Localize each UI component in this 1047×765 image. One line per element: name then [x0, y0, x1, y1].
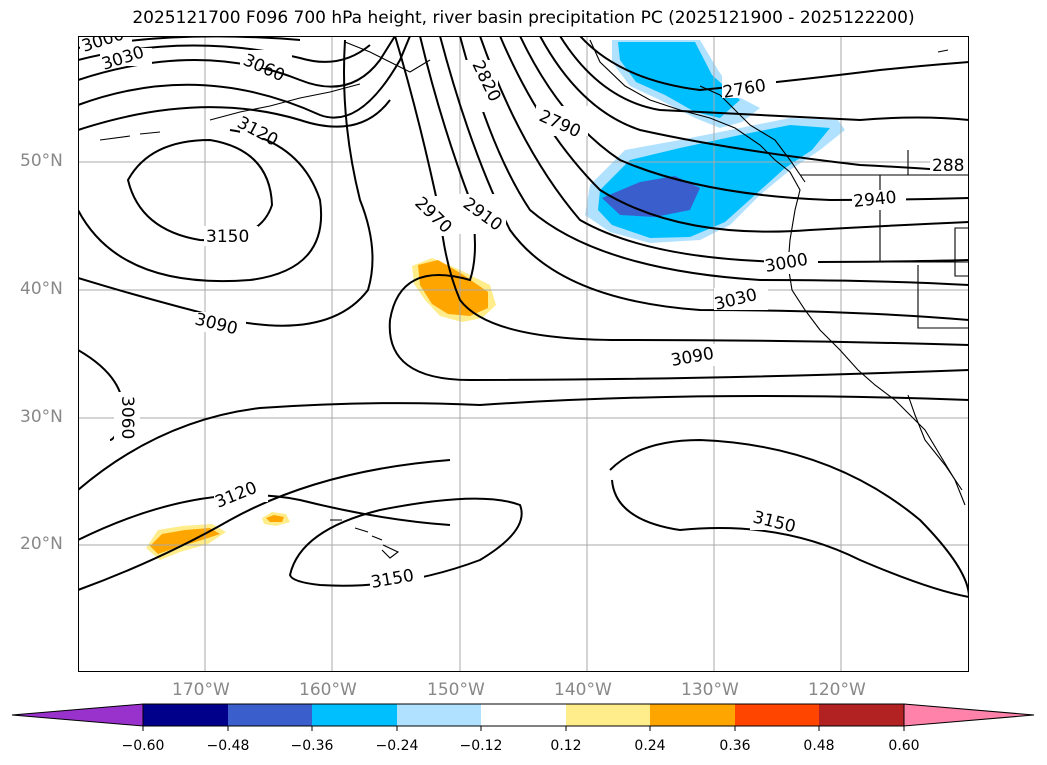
colorbar-tick-label: 0.48 [803, 738, 835, 754]
colorbar-tick-label: −0.24 [375, 738, 419, 754]
colorbar-segment [312, 704, 397, 726]
colorbar-segment [481, 704, 566, 726]
lat-label-40n: 40°N [20, 279, 63, 299]
lon-label-130w: 130°W [681, 680, 739, 700]
colorbar-segment [650, 704, 735, 726]
contour-label: 3060 [117, 396, 137, 439]
colorbar-tick-label: 0.12 [550, 738, 582, 754]
contour-label: 3150 [206, 227, 249, 247]
colorbar-extend-low [11, 703, 144, 727]
lon-label-140w: 140°W [554, 680, 612, 700]
colorbar-tick-label: −0.60 [121, 738, 165, 754]
colorbar-tick-label: 0.60 [888, 738, 920, 754]
colorbar-tick-label: 0.36 [719, 738, 751, 754]
colorbar-segment [735, 704, 819, 726]
colorbar-segment [566, 704, 650, 726]
lon-label-150w: 150°W [427, 680, 485, 700]
colorbar-segment [228, 704, 312, 726]
lat-label-50n: 50°N [20, 151, 63, 171]
colorbar-tick-label: −0.12 [459, 738, 503, 754]
colorbar-tick-label: −0.48 [206, 738, 250, 754]
colorbar-segment [397, 704, 481, 726]
map-title: 2025121700 F096 700 hPa height, river ba… [132, 8, 915, 28]
colorbar [11, 703, 1035, 731]
lat-label-20n: 20°N [20, 534, 63, 554]
contour-labels: 3000 3030 3060 3120 3150 3090 3060 3120 … [79, 36, 969, 593]
colorbar-extend-high [903, 703, 1035, 727]
lon-label-160w: 160°W [299, 680, 357, 700]
colorbar-tick-label: 0.24 [634, 738, 666, 754]
colorbar-segment [819, 704, 904, 726]
contour-label: 2940 [852, 188, 897, 212]
colorbar-segment [143, 704, 228, 726]
lat-label-30n: 30°N [20, 407, 63, 427]
lon-label-170w: 170°W [172, 680, 230, 700]
colorbar-tick-label: −0.36 [290, 738, 334, 754]
contour-label: 288 [932, 156, 964, 176]
lon-label-120w: 120°W [808, 680, 866, 700]
